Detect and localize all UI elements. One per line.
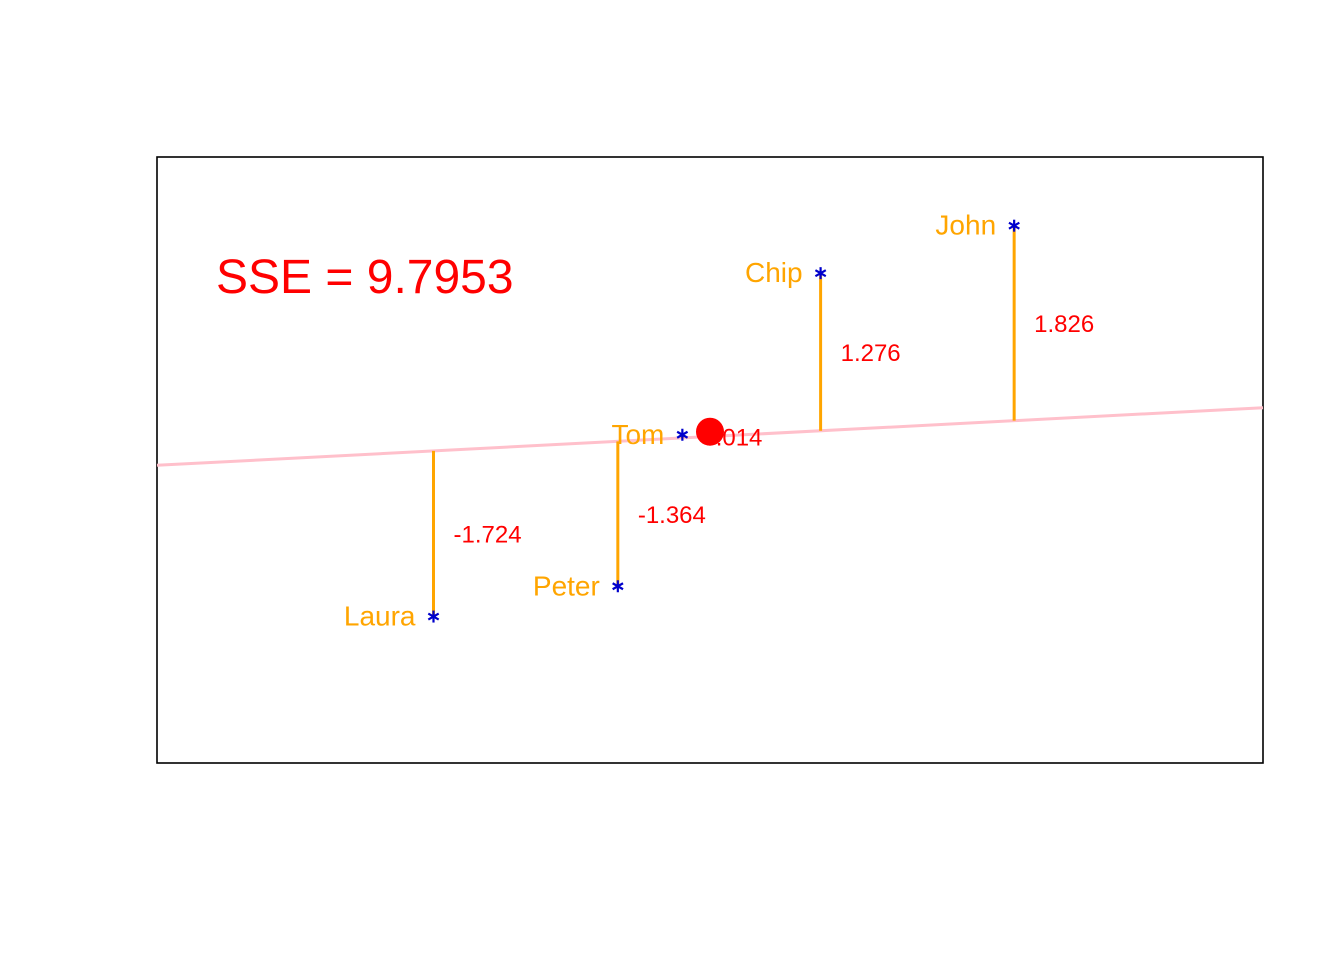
point-label-laura: Laura xyxy=(344,601,416,632)
residual-label-chip: 1.276 xyxy=(841,340,901,367)
point-laura xyxy=(427,610,440,623)
residual-lines-layer xyxy=(432,225,1016,617)
residual-label-laura: -1.724 xyxy=(454,522,522,549)
point-label-chip: Chip xyxy=(745,257,803,288)
residual-label-tom: 0.014 xyxy=(702,424,762,451)
point-label-peter: Peter xyxy=(533,570,600,601)
point-peter xyxy=(612,580,624,593)
point-john xyxy=(1008,219,1020,232)
points-layer xyxy=(427,219,1020,623)
point-chip xyxy=(814,267,827,280)
point-tom xyxy=(676,428,689,441)
plot-frame xyxy=(156,156,1264,764)
point-label-tom: Tom xyxy=(611,419,664,450)
residual-label-john: 1.826 xyxy=(1034,311,1094,338)
sse-annotation: SSE = 9.7953 xyxy=(216,251,514,304)
labels-layer: Laura -1.724 Peter -1.364 Tom 0.014 Chip 1.276 J… xyxy=(344,210,1094,632)
point-label-john: John xyxy=(935,210,996,241)
residual-label-peter: -1.364 xyxy=(638,502,706,529)
mean-point xyxy=(696,417,724,446)
